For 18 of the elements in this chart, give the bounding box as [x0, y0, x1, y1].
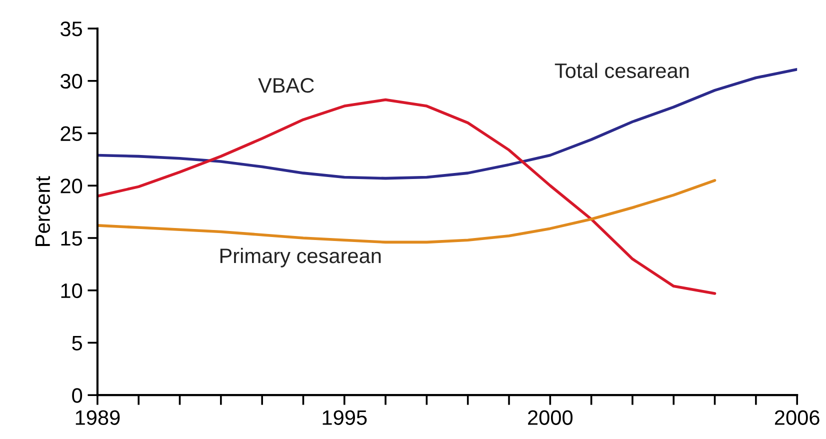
y-tick-label: 25 [60, 126, 82, 142]
x-tick-label: 1989 [76, 410, 120, 425]
x-tick-label: 2000 [528, 410, 573, 425]
series-label: Primary cesarean [220, 248, 381, 268]
y-axis-title: Percent [36, 176, 50, 246]
y-tick-label: 5 [72, 336, 82, 350]
y-tick-label: 35 [60, 22, 82, 36]
y-tick-label: 15 [61, 231, 82, 246]
series-label: VBAC [258, 78, 314, 93]
y-tick-label: 30 [60, 74, 82, 89]
x-tick-label: 1995 [322, 410, 367, 425]
line-series [97, 179, 716, 244]
y-tick-label: 0 [72, 388, 82, 403]
series-label: Total cesarean [554, 62, 689, 78]
line-series [97, 98, 716, 295]
y-tick-label: 20 [60, 178, 82, 194]
x-tick-label: 2006 [774, 410, 820, 425]
y-tick-label: 10 [61, 283, 82, 298]
